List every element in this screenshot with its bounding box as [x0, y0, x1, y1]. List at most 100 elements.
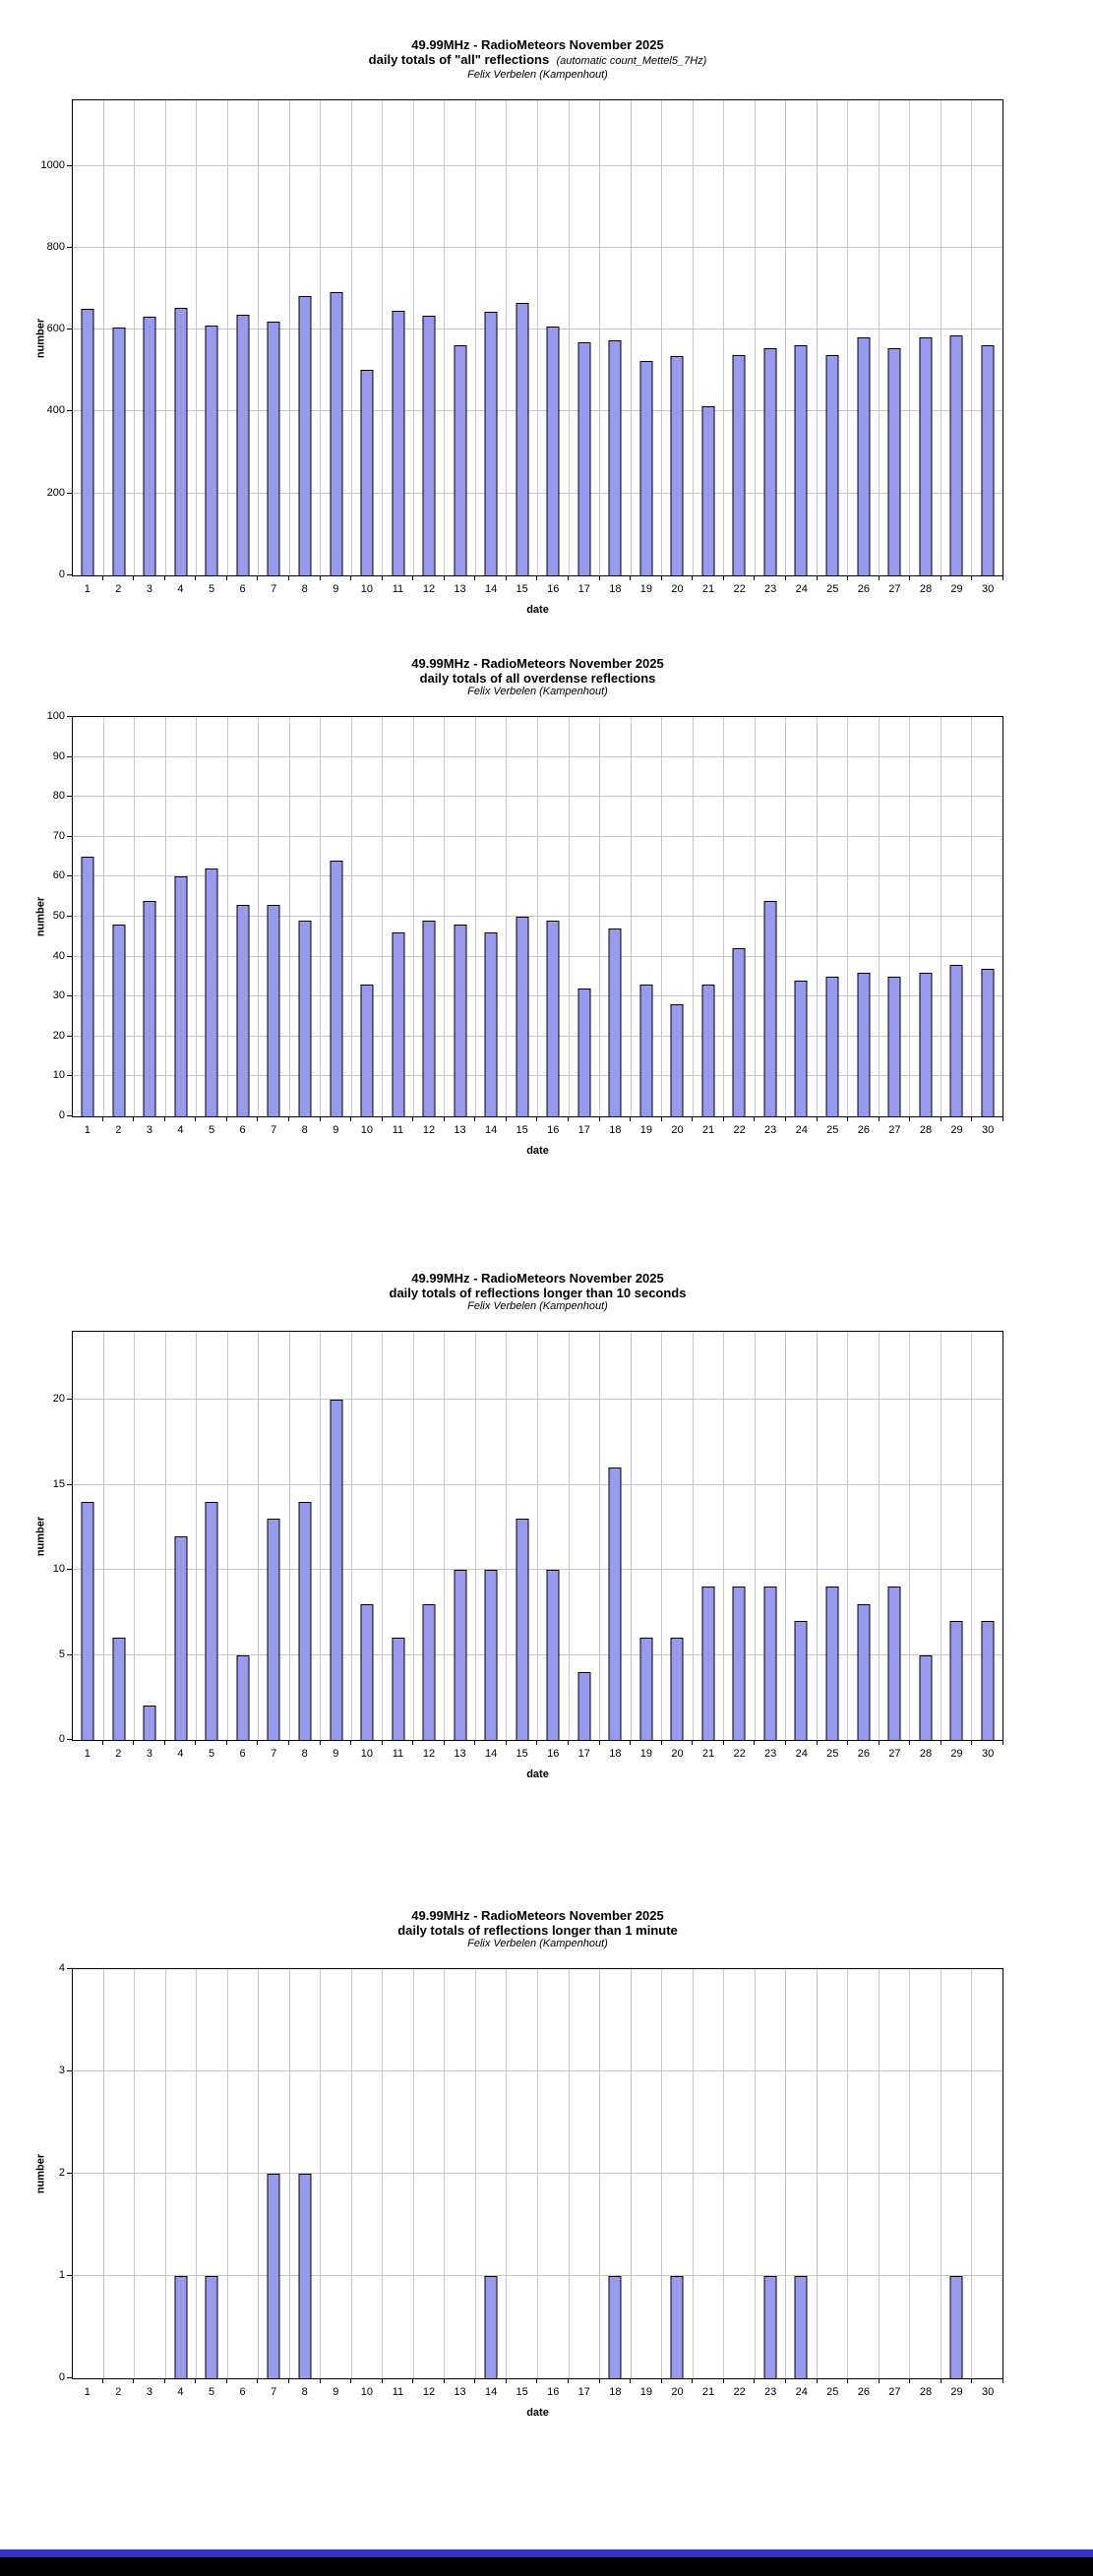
x-tick-mark [413, 1117, 445, 1121]
x-tick-labels: 1 2 3 4 5 6 7 8 9 10 11 12 13 14 15 16 17 18 19 20 21 22 23 24 2… [72, 583, 1003, 595]
plot-area-wrap: number 0 10 20 30 40 50 60 70 80 90 100 [34, 711, 1003, 1121]
bar-slot [73, 1332, 104, 1740]
x-tick-mark [72, 1741, 103, 1745]
x-tick-label: 9 [333, 1748, 339, 1760]
x-tick-label: 12 [422, 1748, 436, 1760]
x-tick-mark [693, 2379, 724, 2383]
x-tick-label: 3 [146, 583, 152, 595]
x-tick-label: 21 [701, 1748, 715, 1760]
y-tick-mark [67, 492, 73, 494]
x-tick-label: 21 [701, 2386, 715, 2398]
bar-slot [694, 717, 725, 1116]
bar-slot [259, 1332, 290, 1740]
x-tick-label: 24 [795, 583, 808, 595]
footer-black-strip [0, 2557, 1093, 2576]
bar-slot [290, 1332, 322, 1740]
x-tick-label: 2 [115, 583, 122, 595]
x-tick-mark [724, 576, 756, 580]
x-tick-label: 12 [422, 1124, 436, 1136]
x-tick-label: 17 [577, 2386, 590, 2398]
bar-slot [352, 717, 384, 1116]
x-tick-mark [351, 1117, 383, 1121]
x-tick-mark [507, 576, 538, 580]
x-tick-label: 20 [671, 1748, 684, 1760]
y-tick-mark [67, 1569, 73, 1571]
y-tick-label: 40 [52, 949, 65, 962]
x-tick-mark [445, 1741, 476, 1745]
x-tick-mark [972, 576, 1003, 580]
y-tick-mark [67, 1075, 73, 1077]
x-tick-mark [724, 1117, 756, 1121]
y-tick-mark [67, 995, 73, 997]
bar [205, 2276, 218, 2378]
chart-author: Felix Verbelen (Kampenhout) [467, 686, 608, 697]
x-tick-label: 4 [177, 1748, 184, 1760]
chart-3: 49.99MHz - RadioMeteors November 2025 dai… [0, 1271, 1093, 1780]
bar [205, 869, 218, 1116]
bar [267, 2174, 280, 2378]
y-tick-label: 20 [52, 1393, 65, 1406]
x-tick-label: 20 [671, 1124, 684, 1136]
footer-blue-strip [0, 2549, 1093, 2557]
y-axis-label: number [34, 318, 46, 358]
bar-slot [910, 717, 941, 1116]
bar-slot [476, 100, 508, 575]
bar-slot [259, 1969, 290, 2378]
bar-slot [414, 100, 446, 575]
x-tick-mark [972, 1741, 1003, 1745]
x-tick-label: 6 [239, 1748, 246, 1760]
bar-slot [166, 717, 198, 1116]
x-tick-label: 10 [360, 1748, 373, 1760]
plot-area-wrap: number 0 1 2 3 4 [34, 1963, 1003, 2383]
bar-slot [632, 1332, 663, 1740]
bar-slot [290, 717, 322, 1116]
bar-slot [507, 100, 538, 575]
bar [174, 876, 188, 1116]
x-tick-label: 9 [333, 2386, 339, 2398]
bar [174, 308, 188, 575]
bar-slot [445, 100, 476, 575]
x-tick-mark [321, 1741, 352, 1745]
bar [236, 314, 250, 575]
x-tick-label: 30 [981, 1748, 995, 1760]
bar [205, 326, 218, 575]
bar [81, 1501, 94, 1740]
bar [887, 976, 901, 1116]
bar-slot [197, 1969, 228, 2378]
x-tick-label: 25 [826, 1748, 839, 1760]
x-tick-mark [134, 576, 165, 580]
y-tick-label: 20 [52, 1029, 65, 1042]
bar-slot [632, 1969, 663, 2378]
x-tick-label: 27 [888, 1124, 901, 1136]
x-tick-label: 22 [733, 583, 746, 595]
bar-slot [880, 717, 911, 1116]
x-tick-label: 9 [333, 1124, 339, 1136]
bar [608, 1468, 622, 1740]
bar-slot [135, 100, 166, 575]
x-tick-label: 22 [733, 1124, 746, 1136]
y-tick-label: 200 [46, 486, 65, 499]
y-tick-label: 30 [52, 989, 65, 1002]
x-tick-mark [445, 1117, 476, 1121]
x-tick-label: 23 [764, 1748, 777, 1760]
x-tick-label: 8 [301, 583, 308, 595]
x-tick-label: 3 [146, 2386, 152, 2398]
bar-slot [694, 1332, 725, 1740]
x-tick-label: 11 [392, 1748, 404, 1760]
bar-slot [104, 100, 136, 575]
x-tick-label: 14 [484, 1748, 498, 1760]
x-tick-mark [662, 2379, 694, 2383]
x-tick-label: 1 [84, 583, 91, 595]
y-tick-mark [67, 1483, 73, 1485]
bar [639, 360, 653, 575]
x-tick-label: 13 [454, 1748, 466, 1760]
y-tick-label: 2 [58, 2167, 65, 2179]
bar-slot [135, 717, 166, 1116]
bar [484, 1570, 498, 1740]
bar-slot [880, 1969, 911, 2378]
x-tick-mark [475, 1117, 507, 1121]
x-tick-label: 19 [639, 583, 653, 595]
bar-slot [756, 1969, 787, 2378]
x-tick-mark [165, 1741, 197, 1745]
bar-slot [600, 100, 632, 575]
